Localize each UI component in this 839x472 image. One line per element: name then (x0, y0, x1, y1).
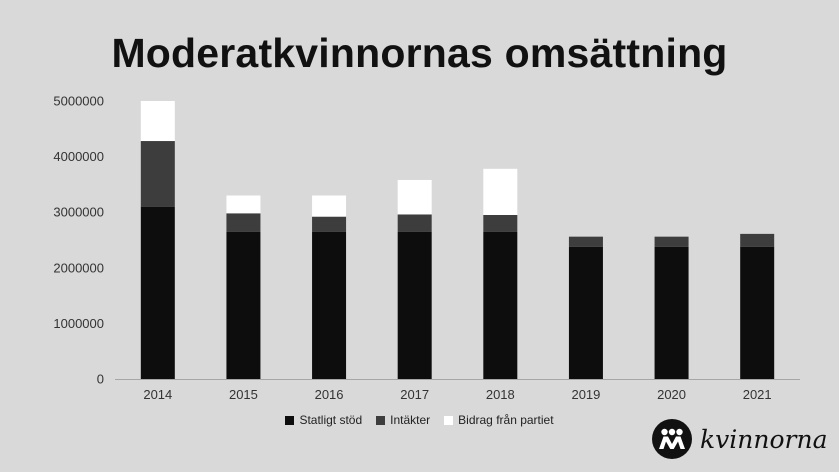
legend-item: Statligt stöd (285, 413, 362, 427)
bar-segment-2019-series-1 (568, 236, 603, 247)
bar-segment-2018-series-2 (483, 168, 518, 215)
legend-label: Statligt stöd (299, 413, 363, 427)
bar-segment-2015-series-0 (226, 231, 261, 379)
legend-item: Bidrag från partiet (444, 413, 554, 427)
bar-segment-2020-series-0 (654, 246, 689, 379)
legend-label: Intäkter (390, 413, 431, 427)
y-tick-label: 2000000 (53, 260, 104, 275)
x-tick-label: 2019 (571, 387, 600, 402)
legend-swatch (376, 415, 386, 425)
bar-segment-2014-series-0 (140, 206, 175, 379)
legend: Statligt stöd Intäkter Bidrag från partiet (0, 413, 839, 427)
x-tick-label: 2018 (486, 387, 515, 402)
bar-segment-2018-series-1 (483, 214, 518, 232)
bar-segment-2017-series-2 (397, 179, 432, 215)
x-tick-label: 2020 (657, 387, 686, 402)
legend-swatch (444, 415, 454, 425)
legend-label: Bidrag från partiet (458, 413, 554, 427)
bar-segment-2014-series-1 (140, 141, 175, 207)
x-tick-label: 2016 (315, 387, 344, 402)
x-tick-label: 2015 (229, 387, 258, 402)
bar-segment-2016-series-1 (312, 216, 347, 232)
x-tick-label: 2021 (743, 387, 772, 402)
bar-segment-2017-series-1 (397, 214, 432, 232)
bar-segment-2016-series-2 (312, 195, 347, 217)
legend-swatch (285, 415, 295, 425)
legend-item: Intäkter (376, 413, 430, 427)
y-tick-label: 5000000 (53, 94, 104, 109)
logo: kvinnorna (652, 419, 827, 459)
bar-segment-2017-series-0 (397, 231, 432, 379)
y-tick-label: 3000000 (53, 205, 104, 220)
bar-segment-2015-series-1 (226, 213, 261, 232)
chart-title: Moderatkvinnornas omsättning (111, 30, 728, 76)
bar-segment-2019-series-0 (568, 246, 603, 379)
bar-segment-2016-series-0 (312, 231, 347, 379)
bar-segment-2020-series-1 (654, 236, 689, 247)
y-tick-label: 1000000 (53, 316, 104, 331)
bar-segment-2018-series-0 (483, 231, 518, 379)
bar-segment-2021-series-1 (740, 233, 775, 247)
bar-segment-2015-series-2 (226, 195, 261, 214)
x-tick-label: 2017 (400, 387, 429, 402)
y-tick-label: 4000000 (53, 149, 104, 164)
y-tick-label: 0 (97, 372, 104, 387)
logo-icon (652, 419, 692, 459)
logo-text: kvinnorna (700, 424, 828, 454)
bar-segment-2014-series-2 (140, 101, 175, 142)
x-tick-label: 2014 (143, 387, 172, 402)
bar-segment-2021-series-0 (740, 246, 775, 379)
